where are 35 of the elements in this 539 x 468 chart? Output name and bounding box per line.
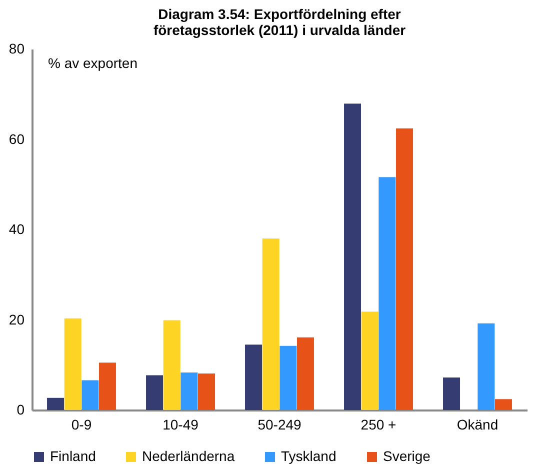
- bar: [478, 323, 495, 410]
- legend-label: Nederländerna: [142, 448, 235, 464]
- bar: [443, 378, 460, 410]
- y-axis-title: % av exporten: [48, 55, 138, 71]
- chart-title: Diagram 3.54: Exportfördelning efter företagsstorlek (2011) i urvalda länder: [153, 6, 406, 38]
- bar: [98, 362, 116, 410]
- y-tick-label: 60: [8, 130, 25, 147]
- y-tick-label: 20: [8, 311, 25, 328]
- x-tick-label: 0-9: [71, 416, 92, 432]
- x-tick-label: 50-249: [258, 416, 302, 432]
- legend-label: Sverige: [383, 448, 431, 464]
- bar: [146, 375, 164, 410]
- bar: [494, 399, 512, 410]
- bar: [396, 128, 413, 410]
- bar: [180, 372, 198, 410]
- bar: [47, 398, 64, 410]
- bar: [378, 177, 396, 410]
- x-tick-label: 10-49: [162, 416, 199, 432]
- legend-label: Finland: [50, 448, 96, 464]
- bar: [64, 318, 82, 410]
- bar: [296, 337, 314, 410]
- y-tick-label: 40: [8, 221, 25, 237]
- bar: [245, 344, 262, 410]
- bar: [163, 320, 180, 410]
- bar: [361, 312, 378, 410]
- bar: [262, 238, 280, 410]
- bar: [82, 380, 99, 410]
- x-tick-label: 250 +: [360, 416, 396, 432]
- bar: [344, 104, 362, 410]
- y-tick-label: 0: [16, 402, 25, 418]
- bar: [280, 346, 297, 410]
- x-tick-label: Okänd: [456, 416, 498, 432]
- bar: [198, 373, 215, 410]
- y-tick-label: 80: [8, 40, 25, 56]
- legend-label: Tyskland: [281, 448, 336, 464]
